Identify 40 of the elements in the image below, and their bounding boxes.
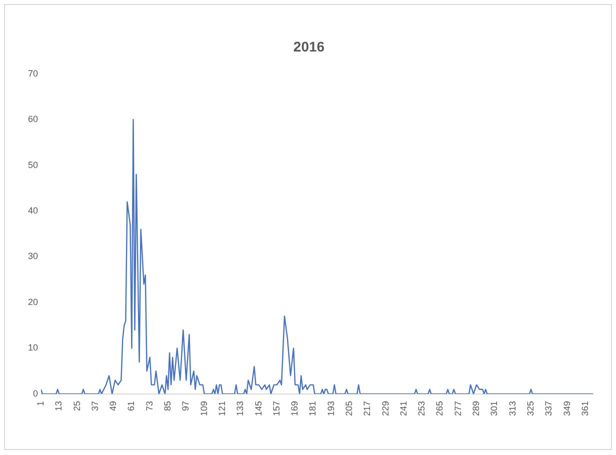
x-tick-label: 25 bbox=[72, 400, 82, 411]
x-tick-label: 97 bbox=[180, 400, 191, 411]
x-tick-label: 133 bbox=[235, 400, 246, 416]
y-tick-label: 50 bbox=[28, 160, 38, 170]
y-tick-label: 20 bbox=[28, 296, 38, 307]
x-tick-label: 157 bbox=[271, 400, 282, 416]
x-tick-label: 205 bbox=[344, 400, 354, 416]
x-tick-label: 109 bbox=[198, 400, 209, 416]
x-tick-label: 37 bbox=[90, 400, 100, 411]
x-tick-label: 217 bbox=[362, 400, 372, 416]
x-tick-label: 61 bbox=[126, 400, 136, 411]
x-tick-label: 13 bbox=[54, 400, 64, 411]
x-tick-label: 85 bbox=[162, 400, 173, 411]
y-tick-label: 70 bbox=[28, 68, 38, 78]
x-tick-label: 145 bbox=[253, 400, 264, 416]
x-tick-label: 193 bbox=[326, 400, 336, 416]
x-tick-label: 277 bbox=[452, 400, 463, 416]
x-tick-label: 265 bbox=[434, 400, 445, 416]
x-tick-label: 49 bbox=[108, 400, 118, 411]
x-tick-label: 325 bbox=[525, 400, 536, 416]
x-tick-label: 241 bbox=[398, 400, 408, 416]
x-tick-label: 181 bbox=[308, 400, 318, 416]
x-tick-label: 229 bbox=[380, 400, 390, 416]
y-tick-label: 60 bbox=[28, 114, 38, 124]
x-tick-label: 121 bbox=[216, 400, 227, 416]
x-tick-label: 301 bbox=[489, 400, 500, 416]
chart-title: 2016 bbox=[293, 38, 325, 54]
x-tick-label: 169 bbox=[290, 400, 300, 416]
y-tick-label: 30 bbox=[28, 251, 38, 262]
x-tick-label: 349 bbox=[562, 400, 572, 416]
x-tick-label: 337 bbox=[544, 400, 554, 416]
x-tick-label: 73 bbox=[144, 400, 154, 411]
y-tick-label: 40 bbox=[28, 206, 38, 216]
x-tick-label: 361 bbox=[580, 400, 590, 416]
x-tick-label: 313 bbox=[507, 400, 518, 416]
x-tick-label: 253 bbox=[416, 400, 427, 416]
y-tick-label: 10 bbox=[28, 342, 38, 353]
x-tick-label: 289 bbox=[471, 400, 482, 416]
y-tick-label: 0 bbox=[32, 388, 38, 398]
x-tick-label: 1 bbox=[35, 400, 46, 406]
